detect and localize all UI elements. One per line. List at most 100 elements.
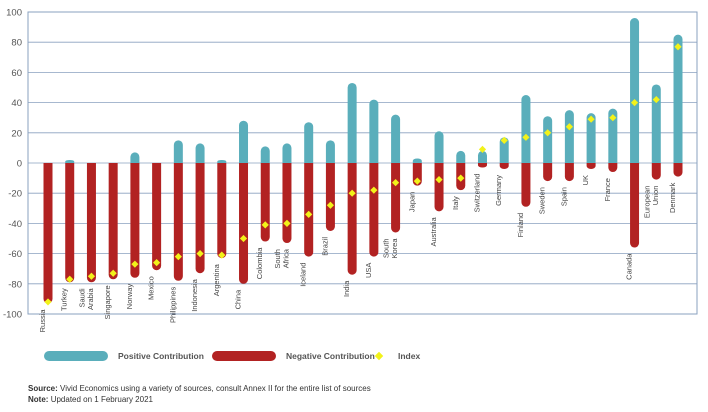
category-label-text: Sweden xyxy=(538,187,547,214)
category-label: Japan xyxy=(407,192,416,212)
category-label: India xyxy=(342,280,351,297)
category-label: Colombia xyxy=(255,247,264,280)
category-label: USA xyxy=(364,263,373,278)
positive-bar xyxy=(651,84,661,163)
negative-bar xyxy=(130,163,140,278)
positive-bar xyxy=(347,82,357,163)
category-label-text: Turkey xyxy=(60,288,69,311)
category-label: Saudi Arabia xyxy=(77,287,95,310)
index-marker xyxy=(435,176,443,184)
category-label: Germany xyxy=(494,175,503,206)
positive-bar xyxy=(391,114,401,163)
y-tick-label: -100 xyxy=(3,310,22,321)
y-tick-label: -20 xyxy=(8,189,22,200)
index-marker xyxy=(153,259,161,267)
source-label: Source: xyxy=(28,384,58,393)
negative-bar xyxy=(434,163,444,212)
index-marker xyxy=(218,251,226,259)
note-line: Note: Updated on 1 February 2021 xyxy=(28,394,371,405)
negative-bar xyxy=(586,163,596,170)
index-marker xyxy=(196,250,204,258)
index-marker xyxy=(457,174,465,182)
positive-bar xyxy=(65,159,75,163)
positive-bar xyxy=(608,108,618,163)
positive-bar xyxy=(173,140,183,163)
index-marker xyxy=(305,210,313,218)
negative-bar xyxy=(65,163,75,283)
legend-swatch-negative xyxy=(212,351,276,361)
category-label-text: Arabia xyxy=(86,287,95,310)
index-marker xyxy=(478,145,487,154)
category-label-text: Africa xyxy=(281,248,290,268)
y-tick-label: 0 xyxy=(17,159,22,170)
y-tick-label: 80 xyxy=(11,38,22,49)
negative-bar xyxy=(239,163,249,284)
category-label-text: UK xyxy=(581,175,590,185)
index-marker xyxy=(109,269,117,277)
index-marker xyxy=(131,260,139,268)
category-label-text: Germany xyxy=(494,175,503,206)
index-marker xyxy=(261,221,269,229)
chart-svg: -100 -80 -60 -40 -20 0 20 40 60 80 100 Russia Turkey… xyxy=(3,8,698,333)
category-label-text: Mexico xyxy=(147,276,156,300)
legend-label-index: Index xyxy=(398,351,421,361)
positive-bar xyxy=(412,158,422,163)
y-tick-label: 60 xyxy=(11,68,22,79)
y-tick-label: -80 xyxy=(8,279,22,290)
category-label: Finland xyxy=(516,213,525,238)
category-label-text: Saudi xyxy=(77,288,86,308)
negative-bar xyxy=(651,163,661,180)
y-tick-label: 100 xyxy=(6,8,22,19)
category-label: Mexico xyxy=(147,276,156,300)
positive-bar xyxy=(564,110,574,163)
positive-bar xyxy=(543,116,553,163)
legend-label-negative: Negative Contribution xyxy=(286,351,375,361)
category-label: Russia xyxy=(38,309,47,333)
negative-bar xyxy=(43,163,53,304)
bar-chart: -100 -80 -60 -40 -20 0 20 40 60 80 100 Russia Turkey… xyxy=(3,8,698,333)
index-marker xyxy=(630,99,639,107)
category-label-text: Colombia xyxy=(255,247,264,280)
category-label-text: Spain xyxy=(559,187,568,206)
category-label: Brazil xyxy=(320,237,329,256)
negative-bar xyxy=(86,163,96,283)
positive-bar xyxy=(239,120,249,163)
negative-bar xyxy=(173,163,183,281)
positive-bar xyxy=(217,159,227,163)
category-label: Switzerland xyxy=(472,174,481,213)
index-marker xyxy=(174,253,182,261)
category-label-text: Indonesia xyxy=(190,278,199,311)
index-marker xyxy=(348,189,356,197)
index-marker xyxy=(674,43,682,51)
category-label-text: Iceland xyxy=(299,263,308,287)
index-marker xyxy=(239,234,248,243)
category-label: Turkey xyxy=(60,288,69,311)
category-label-text: Switzerland xyxy=(472,174,481,213)
category-label-text: India xyxy=(342,280,351,297)
index-marker xyxy=(500,136,508,144)
category-label-text: Union xyxy=(651,186,660,206)
legend-swatch-index xyxy=(374,351,384,361)
category-label: Norway xyxy=(125,284,134,310)
negative-bar xyxy=(564,163,574,182)
category-label-text: South xyxy=(273,249,282,269)
negative-bar xyxy=(499,163,509,170)
negative-bar xyxy=(282,163,292,244)
category-label: Australia xyxy=(429,216,438,246)
chart-legend: Positive Contribution Negative Contribut… xyxy=(44,346,684,366)
negative-bar xyxy=(630,163,640,248)
category-label: France xyxy=(603,178,612,201)
index-marker xyxy=(326,201,335,209)
category-label: China xyxy=(234,289,243,309)
index-marker xyxy=(413,177,421,185)
category-label-text: Brazil xyxy=(320,237,329,256)
legend-item-index: Index xyxy=(372,346,420,366)
category-label-text: Denmark xyxy=(668,182,677,213)
index-marker xyxy=(587,115,595,123)
category-label: Singapore xyxy=(103,285,112,319)
y-tick-label: 20 xyxy=(11,128,22,139)
negative-bar xyxy=(347,163,357,275)
category-label: South Africa xyxy=(273,248,291,268)
positive-bar xyxy=(282,143,292,163)
category-label-text: France xyxy=(603,178,612,201)
